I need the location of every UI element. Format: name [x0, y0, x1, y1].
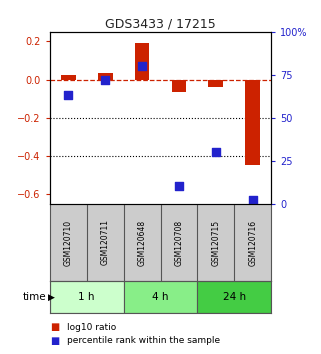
Bar: [171, 80, 186, 92]
Text: percentile rank within the sample: percentile rank within the sample: [67, 336, 221, 345]
Text: GSM120711: GSM120711: [100, 219, 110, 266]
Point: [140, 63, 145, 69]
Point: [102, 77, 108, 83]
Text: ■: ■: [50, 336, 59, 346]
Bar: [209, 80, 223, 87]
Text: GSM120715: GSM120715: [211, 219, 221, 266]
Title: GDS3433 / 17215: GDS3433 / 17215: [105, 18, 216, 31]
Text: GSM120710: GSM120710: [64, 219, 73, 266]
Text: time: time: [23, 292, 47, 302]
Point: [213, 149, 218, 155]
Text: GSM120708: GSM120708: [174, 219, 184, 266]
Text: ■: ■: [50, 322, 59, 332]
Text: log10 ratio: log10 ratio: [67, 323, 117, 332]
Text: 1 h: 1 h: [78, 292, 95, 302]
Point: [250, 197, 256, 203]
Text: ▶: ▶: [48, 293, 55, 302]
Text: GSM120648: GSM120648: [137, 219, 147, 266]
Bar: [135, 43, 149, 80]
Text: 4 h: 4 h: [152, 292, 169, 302]
Bar: [61, 75, 76, 80]
Text: GSM120716: GSM120716: [248, 219, 257, 266]
Point: [66, 92, 71, 98]
Bar: [98, 73, 113, 80]
Bar: [245, 80, 260, 165]
Text: 24 h: 24 h: [223, 292, 246, 302]
Bar: [197, 281, 271, 313]
Bar: [50, 281, 124, 313]
Point: [177, 183, 182, 189]
Bar: [124, 281, 197, 313]
